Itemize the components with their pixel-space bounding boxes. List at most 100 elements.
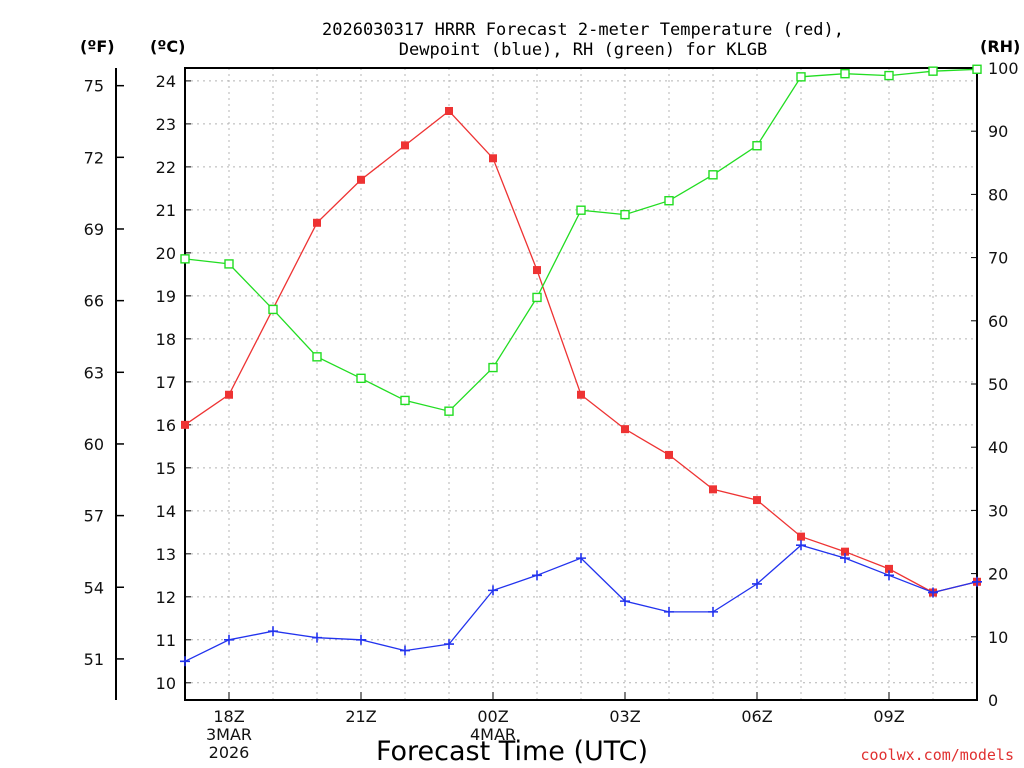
temperature-point	[665, 450, 673, 459]
celsius-tick-label: 16	[156, 416, 176, 435]
celsius-axis: 10 11 12 13 14 15 16 17 18 19 20 21 22 23 24	[156, 72, 191, 693]
dewpoint-point	[312, 632, 322, 643]
dewpoint-point	[840, 553, 850, 564]
rh-series	[180, 64, 982, 416]
celsius-tick-label: 19	[156, 287, 176, 306]
fahrenheit-unit-label: (ºF)	[80, 37, 115, 56]
plot-frame	[184, 67, 978, 701]
rh-point	[488, 362, 498, 373]
temperature-point	[753, 496, 761, 505]
dewpoint-point	[620, 596, 630, 607]
rh-point	[708, 170, 718, 180]
dewpoint-point	[708, 606, 718, 617]
fahrenheit-axis: 51 54 57 60 63 66 69 72 75	[84, 77, 124, 669]
rh-point	[928, 66, 938, 76]
dewpoint-point	[444, 639, 454, 650]
rh-point	[444, 406, 454, 416]
celsius-tick-label: 18	[156, 330, 176, 349]
celsius-tick-label: 15	[156, 459, 176, 478]
celsius-tick-label: 17	[156, 373, 176, 392]
rh-point	[796, 72, 806, 82]
celsius-tick-label: 23	[156, 115, 176, 134]
chart-title-line-2: Dewpoint (blue), RH (green) for KLGB	[399, 40, 767, 60]
fahrenheit-tick-label: 63	[84, 363, 104, 382]
rh-axis: 0 10 20 30 40 50 60 70 80 90 100	[971, 59, 1019, 710]
rh-point	[576, 205, 586, 215]
celsius-tick-label: 12	[156, 588, 176, 607]
celsius-tick-label: 14	[156, 502, 176, 521]
series-layer	[180, 64, 982, 667]
rh-tick-label: 10	[988, 628, 1008, 647]
rh-tick-label: 90	[988, 122, 1008, 141]
temperature-point	[885, 564, 893, 573]
time-tick-label: 3MAR	[206, 725, 252, 744]
dewpoint-point	[972, 576, 982, 587]
grid-lines	[185, 68, 977, 700]
rh-unit-label: (RH)	[980, 37, 1020, 56]
temperature-point	[357, 175, 365, 184]
dewpoint-point	[576, 553, 586, 564]
rh-point	[664, 196, 674, 206]
rh-point	[312, 352, 322, 362]
dewpoint-point	[488, 585, 498, 596]
temperature-point	[621, 425, 629, 434]
rh-point	[268, 304, 278, 315]
celsius-tick-label: 21	[156, 201, 176, 220]
dewpoint-point	[224, 634, 234, 645]
fahrenheit-tick-label: 54	[84, 578, 104, 597]
dewpoint-point	[884, 570, 894, 581]
time-tick-label: 2026	[209, 743, 250, 762]
rh-point	[752, 141, 762, 151]
temperature-point	[709, 485, 717, 494]
time-tick-label: 18Z	[213, 707, 244, 726]
celsius-unit-label: (ºC)	[150, 37, 185, 56]
time-tick-label: 4MAR	[470, 725, 516, 744]
celsius-tick-label: 20	[156, 244, 176, 263]
rh-tick-label: 30	[988, 501, 1008, 520]
dewpoint-point	[928, 587, 938, 598]
time-tick-label: 03Z	[609, 707, 640, 726]
rh-tick-label: 70	[988, 249, 1008, 268]
time-tick-label: 21Z	[345, 707, 376, 726]
temperature-point	[445, 106, 453, 115]
rh-line	[184, 68, 978, 412]
rh-tick-label: 0	[988, 691, 998, 710]
fahrenheit-tick-label: 75	[84, 77, 104, 96]
time-tick-label: 00Z	[477, 707, 508, 726]
rh-point	[840, 68, 850, 79]
dewpoint-point	[532, 570, 542, 581]
dewpoint-series	[180, 540, 982, 667]
rh-point	[224, 259, 234, 269]
temperature-point	[577, 390, 585, 399]
temperature-point	[313, 218, 321, 227]
celsius-tick-label: 22	[156, 158, 176, 177]
rh-point	[356, 373, 366, 384]
rh-tick-label: 40	[988, 438, 1008, 457]
dewpoint-point	[268, 626, 278, 637]
temperature-point	[533, 266, 541, 275]
temperature-point	[225, 390, 233, 399]
celsius-tick-label: 13	[156, 545, 176, 564]
temperature-point	[401, 141, 409, 150]
fahrenheit-tick-label: 72	[84, 148, 104, 167]
fahrenheit-tick-label: 51	[84, 650, 104, 669]
dewpoint-point	[752, 578, 762, 589]
celsius-tick-label: 10	[156, 674, 176, 693]
rh-point	[400, 395, 410, 406]
rh-point	[972, 64, 982, 74]
chart-title-line-1: 2026030317 HRRR Forecast 2-meter Tempera…	[322, 20, 844, 40]
dewpoint-point	[664, 606, 674, 617]
dewpoint-point	[796, 540, 806, 551]
rh-point	[884, 70, 894, 81]
rh-tick-label: 80	[988, 185, 1008, 204]
fahrenheit-tick-label: 60	[84, 435, 104, 454]
temperature-point	[181, 420, 189, 429]
x-axis-title: Forecast Time (UTC)	[376, 736, 648, 767]
celsius-tick-label: 11	[156, 631, 176, 650]
temperature-point	[841, 547, 849, 556]
rh-point	[180, 254, 190, 264]
dewpoint-point	[400, 645, 410, 656]
rh-tick-label: 50	[988, 375, 1008, 394]
